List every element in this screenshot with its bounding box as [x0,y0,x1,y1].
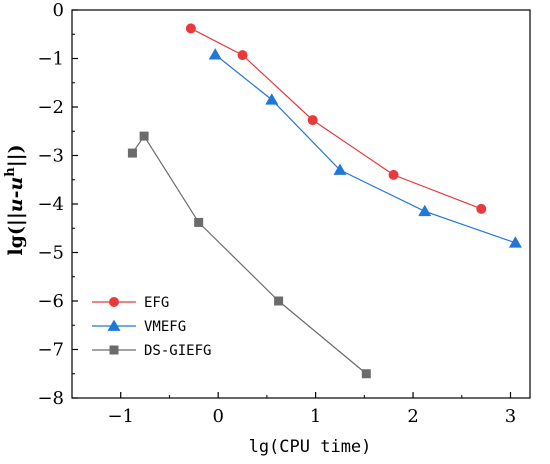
data-point [418,204,432,217]
legend-marker [107,319,121,331]
y-tick-label: −1 [37,49,64,70]
legend-marker [109,297,119,307]
legend-entry: EFG [92,295,169,311]
series-efg [185,23,487,214]
series-line [190,27,482,210]
y-tick-label: 0 [53,0,64,21]
data-point [185,23,196,34]
data-point [307,115,318,126]
y-tick-label: −7 [37,340,64,361]
data-point [274,296,284,306]
data-point [361,369,371,379]
plot-area-frame [71,9,531,399]
x-tick-label: 1 [310,406,321,427]
y-tick-label: −3 [37,146,64,167]
legend-label: DS-GIEFG [144,343,211,359]
x-tick-label: 2 [407,406,418,427]
x-tick-label: 3 [505,406,516,427]
data-point [208,48,222,60]
data-point [265,93,279,105]
y-axis-title-part: u [5,177,27,191]
x-tick-label: 0 [212,406,223,427]
y-axis-title-part: lg(|| [5,212,27,255]
series-line [131,135,367,375]
y-axis-title: lg(||u-uh||) [3,144,27,255]
y-axis-title-part: - [5,191,27,199]
data-point [127,148,137,158]
data-point [388,169,399,180]
series-vmefg [208,48,522,248]
legend-entry: DS-GIEFG [92,343,211,359]
y-tick-label: −6 [37,291,64,312]
y-tick-label: −8 [37,388,64,409]
y-axis-title-part: u [5,198,27,212]
data-point [194,217,204,227]
data-point [333,163,347,175]
data-point [237,50,248,61]
x-tick-label: −1 [107,406,134,427]
legend-label: VMEFG [144,319,186,335]
data-point [476,203,487,214]
data-point [139,131,149,141]
y-axis-title-part: h [3,167,18,177]
series-ds-giefg [127,131,371,379]
y-tick-label: −2 [37,97,64,118]
legend-entry: VMEFG [92,319,186,335]
data-point [508,236,522,248]
y-tick-label: −4 [37,194,64,215]
y-axis-title-part: ||) [5,144,27,167]
y-tick-label: −5 [37,243,64,264]
legend-marker [109,345,119,355]
series-line [214,54,516,244]
x-axis-title: lg(CPU time) [249,437,372,457]
legend-label: EFG [144,295,169,311]
